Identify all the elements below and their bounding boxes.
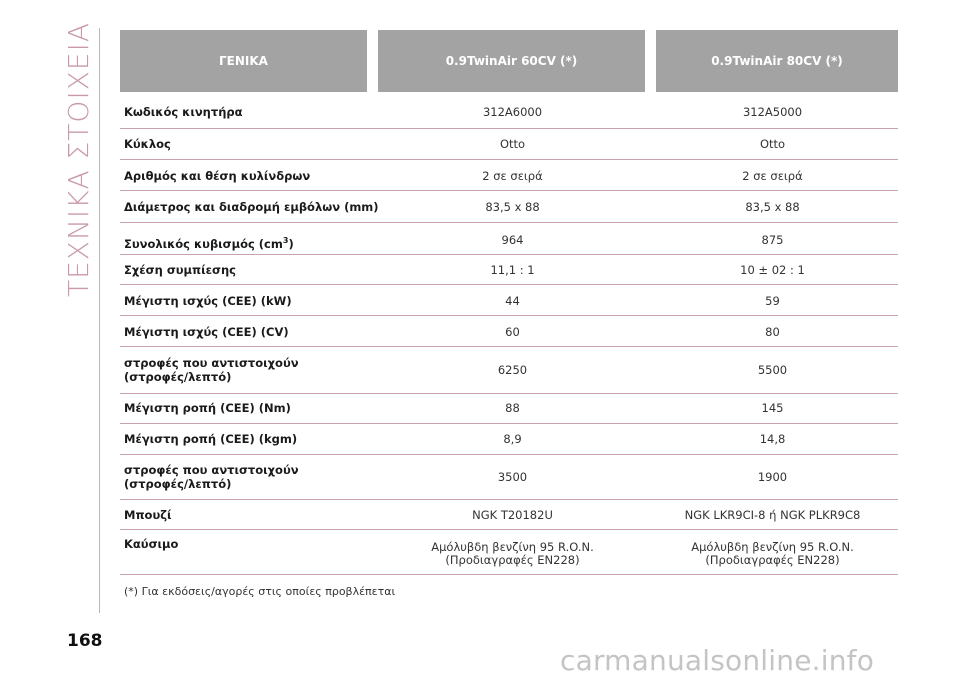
- row-value-60cv: 44: [505, 294, 520, 308]
- table-row: Διάμετρος και διαδρομή εμβόλων (mm) 83,5…: [120, 191, 898, 223]
- table-row: Μέγιστη ισχύς (CEE) (kW) 44 59: [120, 285, 898, 316]
- row-label-suffix: ): [288, 236, 294, 251]
- row-label: Συνολικός κυβισμός (cm3): [124, 234, 294, 251]
- header-80cv: 0.9TwinAir 80CV (*): [656, 30, 898, 92]
- row-value-60cv: 8,9: [503, 432, 522, 446]
- row-value-80cv: 14,8: [759, 432, 786, 446]
- row-value-60cv: 11,1 : 1: [490, 263, 535, 277]
- row-value-80cv: 2 σε σειρά: [742, 169, 803, 183]
- row-value-80cv: 5500: [757, 363, 788, 377]
- row-label: Μέγιστη ισχύς (CEE) (CV): [124, 325, 289, 339]
- header-60cv: 0.9TwinAir 60CV (*): [378, 30, 645, 92]
- row-label: Μέγιστη ισχύς (CEE) (kW): [124, 294, 292, 308]
- row-value-80cv-line2: (Προδιαγραφές EN228): [705, 553, 840, 567]
- margin-divider: [99, 28, 100, 613]
- row-value-80cv: 875: [761, 233, 784, 247]
- row-value-80cv: 1900: [757, 470, 788, 484]
- row-label: Σχέση συμπίεσης: [124, 263, 236, 277]
- row-value-60cv: NGK T20182U: [472, 508, 553, 522]
- row-value-80cv: 10 ± 02 : 1: [740, 263, 805, 277]
- row-value-60cv: 60: [505, 325, 520, 339]
- row-value-80cv: 59: [765, 294, 780, 308]
- row-label: στροφές που αντιστοιχούν: [124, 463, 299, 477]
- section-title-text: ΤΕΧΝΙΚΑ ΣΤΟΙΧΕΙΑ: [61, 22, 95, 297]
- row-label: στροφές που αντιστοιχούν: [124, 356, 299, 370]
- row-value-60cv: 964: [501, 233, 524, 247]
- table-row: Μέγιστη ισχύς (CEE) (CV) 60 80: [120, 316, 898, 347]
- table-row: Κωδικός κινητήρα 312A6000 312A5000: [120, 96, 898, 129]
- row-value-60cv: Otto: [499, 137, 526, 151]
- row-label: Αριθμός και θέση κυλίνδρων: [124, 169, 311, 183]
- row-label: Κύκλος: [124, 137, 171, 151]
- table-row: Μέγιστη ροπή (CEE) (Nm) 88 145: [120, 394, 898, 424]
- row-value-60cv: 312A6000: [482, 105, 543, 119]
- table-row: Σχέση συμπίεσης 11,1 : 1 10 ± 02 : 1: [120, 255, 898, 285]
- row-value-60cv: 2 σε σειρά: [482, 169, 543, 183]
- row-value-80cv: 145: [761, 401, 784, 415]
- row-value-60cv: 88: [505, 401, 520, 415]
- row-label-line2: (στροφές/λεπτό): [124, 370, 232, 384]
- row-value-80cv: 83,5 x 88: [745, 200, 800, 214]
- table-row: Κύκλος Otto Otto: [120, 129, 898, 160]
- row-value-60cv: Αμόλυβδη βενζίνη 95 R.O.N.: [431, 540, 594, 554]
- row-label: Μπουζί: [124, 508, 172, 522]
- header-general: ΓΕΝΙΚΑ: [120, 30, 367, 92]
- row-value-80cv: 312A5000: [742, 105, 803, 119]
- row-value-60cv: 83,5 x 88: [485, 200, 540, 214]
- row-label: Μέγιστη ροπή (CEE) (kgm): [124, 432, 298, 446]
- row-value-60cv: 3500: [497, 470, 528, 484]
- table-row: Αριθμός και θέση κυλίνδρων 2 σε σειρά 2 …: [120, 160, 898, 191]
- footnote: (*) Για εκδόσεις/αγορές στις οποίες προβ…: [124, 585, 396, 598]
- row-label: Μέγιστη ροπή (CEE) (Nm): [124, 401, 291, 415]
- row-label-line2: (στροφές/λεπτό): [124, 477, 232, 491]
- row-value-60cv-line2: (Προδιαγραφές EN228): [445, 553, 580, 567]
- row-value-80cv: NGK LKR9CI-8 ή NGK PLKR9C8: [684, 508, 861, 522]
- page-number: 168: [67, 631, 103, 651]
- row-value-80cv: Otto: [759, 137, 786, 151]
- table-row: στροφές που αντιστοιχούν (στροφές/λεπτό)…: [120, 347, 898, 394]
- row-label: Διάμετρος και διαδρομή εμβόλων (mm): [124, 200, 379, 214]
- row-label: Κωδικός κινητήρα: [124, 105, 243, 119]
- table-row: Μέγιστη ροπή (CEE) (kgm) 8,9 14,8: [120, 424, 898, 455]
- row-value-80cv: Αμόλυβδη βενζίνη 95 R.O.N.: [691, 540, 854, 554]
- table-row: Μπουζί NGK T20182U NGK LKR9CI-8 ή NGK PL…: [120, 500, 898, 530]
- row-label: Καύσιμο: [124, 537, 179, 551]
- watermark: carmanualsonline.info: [560, 644, 875, 677]
- table-row: στροφές που αντιστοιχούν (στροφές/λεπτό)…: [120, 455, 898, 500]
- row-value-80cv: 80: [765, 325, 780, 339]
- table-row: Καύσιμο Αμόλυβδη βενζίνη 95 R.O.N. (Προδ…: [120, 530, 898, 575]
- row-label-text: Συνολικός κυβισμός (cm: [124, 236, 283, 251]
- row-value-60cv: 6250: [497, 363, 528, 377]
- table-row: Συνολικός κυβισμός (cm3) 964 875: [120, 223, 898, 255]
- row-label-superscript: 3: [282, 236, 289, 245]
